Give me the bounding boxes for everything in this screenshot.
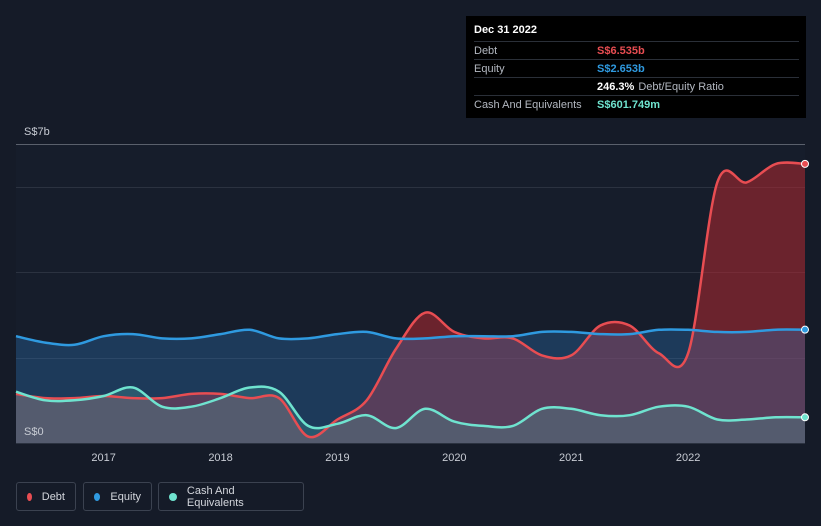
tooltip-label: Equity [474,62,505,75]
tooltip-ratio-caption: Debt/Equity Ratio [638,80,724,93]
x-tick-label: 2021 [559,452,583,464]
tooltip-value-ratio: 246.3% [597,80,635,93]
data-tooltip: Dec 31 2022 Debt S$6.535b Equity S$2.653… [466,16,806,118]
line-equity [15,328,806,347]
x-tick-label: 2017 [91,452,115,464]
legend-item-cash[interactable]: Cash And Equivalents [158,482,304,511]
line-debt [15,161,806,439]
x-tick-label: 2018 [208,452,232,464]
y-axis-labels: S$0 S$7b [24,126,50,438]
line-cash-and-equivalents [15,385,806,430]
legend-dot-cash [169,492,177,501]
tooltip-value-cash: S$601.749m [597,98,660,111]
tooltip-label: Debt [474,44,498,57]
x-tick-label: 2022 [676,452,700,464]
tooltip-value-equity: S$2.653b [597,62,645,75]
chart-lines [15,161,806,439]
legend-item-debt[interactable]: Debt [16,482,76,511]
legend-dot-equity [94,492,101,501]
area-debt [16,162,805,443]
end-marker-cash-and-equivalents [801,413,809,422]
legend-label-debt: Debt [41,490,65,503]
legend-item-equity[interactable]: Equity [83,482,152,511]
legend-label-cash: Cash And Equivalents [186,484,244,509]
tooltip-row-cash: Cash And Equivalents S$601.749m [474,95,799,113]
tooltip-value-debt: S$6.535b [597,44,645,57]
end-marker-equity [801,325,809,334]
end-marker-debt [801,159,809,168]
legend-label-equity: Equity [110,490,141,503]
legend-dot-debt [27,492,32,501]
x-tick-label: 2019 [325,452,349,464]
y-tick-label: S$7b [24,126,50,138]
tooltip-row-debt: Debt S$6.535b [474,41,799,59]
chart-end-markers [801,159,809,422]
x-tick-label: 2020 [442,452,466,464]
tooltip-date: Dec 31 2022 [474,24,537,36]
tooltip-label: Cash And Equivalents [474,98,582,111]
tooltip-row-ratio: 246.3% Debt/Equity Ratio [474,77,799,95]
x-axis-labels: 2017 2018 2019 2020 2021 2022 [91,452,700,464]
y-tick-label: S$0 [24,426,44,438]
tooltip-row-equity: Equity S$2.653b [474,59,799,77]
area-equity [16,329,805,443]
